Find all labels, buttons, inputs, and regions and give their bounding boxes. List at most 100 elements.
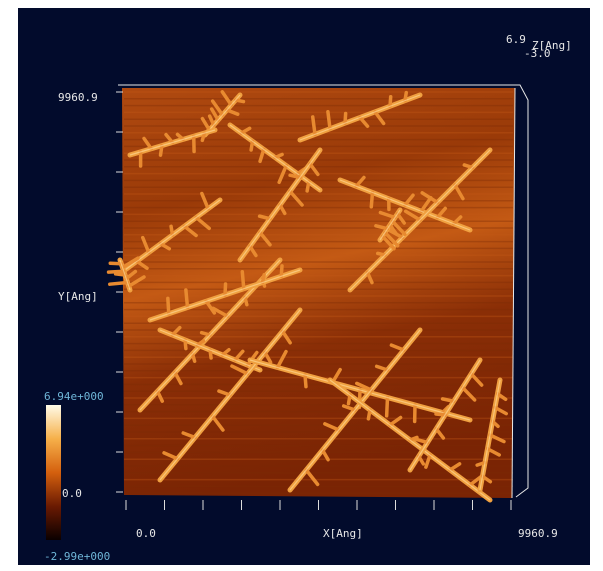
dendrite-branch: [183, 338, 188, 351]
dendrite-branch: [220, 90, 233, 107]
dendrite-branch: [366, 408, 372, 421]
dendrite-branch: [346, 393, 352, 406]
x-min: 0.0: [136, 527, 156, 540]
dendrite-branch: [341, 404, 357, 412]
surface: [122, 88, 515, 498]
dendrite-branch: [207, 114, 216, 127]
dendrite-branch: [453, 183, 465, 201]
dendrite-branch: [170, 325, 182, 337]
dendrite-branch: [124, 269, 138, 281]
dendrite-branch: [365, 270, 374, 285]
dendrite-branch: [288, 173, 302, 180]
dendrite-branch: [275, 349, 288, 370]
dendrite-branch: [211, 306, 230, 318]
dendrite-branch: [223, 282, 228, 297]
dendrite-branch: [412, 437, 430, 445]
dendrite-branch: [248, 244, 258, 258]
dendrite-branch: [343, 111, 348, 125]
dendrite-branch: [304, 468, 320, 487]
dendrite-branch: [249, 139, 255, 152]
dendrite-branch: [495, 392, 508, 402]
dendrite-branch: [388, 415, 403, 427]
dendrite-branch: [182, 224, 198, 238]
dendrite-branch: [434, 427, 446, 440]
dendrite-branch: [233, 98, 246, 104]
dendrite-branch: [279, 264, 284, 278]
dendrite-branch: [417, 454, 426, 466]
dendrite-branch: [239, 126, 252, 135]
dendrite-branch: [106, 269, 126, 274]
dendrite-branch: [240, 270, 246, 291]
dendrite-highlight: [249, 359, 471, 421]
dendrite-branch: [460, 385, 477, 402]
dendrite-branch: [263, 350, 273, 365]
z-label: Z[Ang]: [532, 39, 572, 52]
dendrite-branch: [260, 273, 266, 285]
dendrite-branch: [155, 389, 165, 403]
dendrite-highlight: [479, 379, 501, 491]
dendrite-branch: [158, 143, 164, 157]
dendrite-branch: [384, 395, 390, 418]
colorbar-max: 6.94e+000: [44, 390, 104, 403]
dendrite-branch: [210, 99, 225, 117]
dendrite-branch: [135, 259, 149, 270]
dendrite-branch: [369, 190, 375, 209]
dendrite-branch: [435, 206, 448, 220]
dendrite-branch: [485, 447, 501, 457]
dendrite-branch: [354, 175, 366, 188]
dendrite-branch: [108, 280, 130, 286]
dendrite-branch: [308, 162, 320, 177]
dendrite-branch: [440, 397, 456, 403]
dendrite-branch: [320, 448, 330, 462]
dendrite-highlight: [129, 129, 216, 156]
dendrite-branch: [230, 364, 250, 376]
dendrite-highlight: [159, 329, 261, 371]
dendrite-branch: [273, 152, 284, 160]
dendrite-branch: [488, 433, 506, 444]
dendrite-branch: [390, 219, 407, 237]
dendrite-branch: [452, 215, 463, 226]
dendrite-branch: [388, 94, 393, 108]
dendrite-branch: [199, 330, 212, 337]
dendrite-branch: [310, 115, 317, 137]
dendrite-branch: [164, 132, 175, 145]
dendrite-highlight: [379, 209, 401, 241]
dendrite-highlight: [339, 179, 471, 231]
dendrite-branch: [162, 451, 180, 461]
dendrite-branch: [403, 193, 415, 207]
dendrite-branch: [403, 209, 422, 222]
dendrite-highlight: [149, 269, 301, 321]
dendrite-highlight: [349, 149, 491, 291]
dendrite-branch: [209, 107, 220, 122]
dendrite-branch: [419, 195, 433, 213]
dendrite-branch: [358, 115, 370, 128]
dendrite-branch: [480, 474, 493, 484]
dendrite-highlight: [204, 94, 241, 136]
dendrite-branch: [204, 299, 217, 315]
dendrite-branch: [200, 191, 210, 211]
dendrite-branch: [355, 381, 373, 392]
x-max: 9960.9: [518, 527, 558, 540]
dendrite-highlight: [409, 359, 481, 471]
dendrite-branch: [200, 116, 212, 132]
dendrite-branch: [280, 329, 292, 345]
dendrite-branch: [166, 296, 171, 316]
dendrite-branch: [475, 460, 487, 467]
dendrite-branch: [462, 163, 475, 170]
dendrite-branch: [127, 275, 146, 288]
dendrite-branch: [243, 295, 249, 307]
dendrite-branch: [490, 419, 500, 429]
dendrite-branch: [424, 453, 432, 469]
dendrite-branch: [141, 235, 151, 255]
colorbar-mid: 0.0: [62, 487, 82, 500]
dendrite-branch: [108, 261, 123, 266]
dendrite-branch: [158, 242, 172, 251]
dendrite-highlight: [124, 199, 221, 271]
dendrite-branch: [277, 163, 288, 185]
dendrite-branch: [378, 210, 397, 220]
y-max: 9960.9: [58, 91, 98, 104]
dendrite-branch: [194, 215, 211, 231]
z-min: -3.0: [524, 47, 551, 60]
dendrite-branch: [175, 132, 185, 142]
z-max: 6.9: [506, 33, 526, 46]
